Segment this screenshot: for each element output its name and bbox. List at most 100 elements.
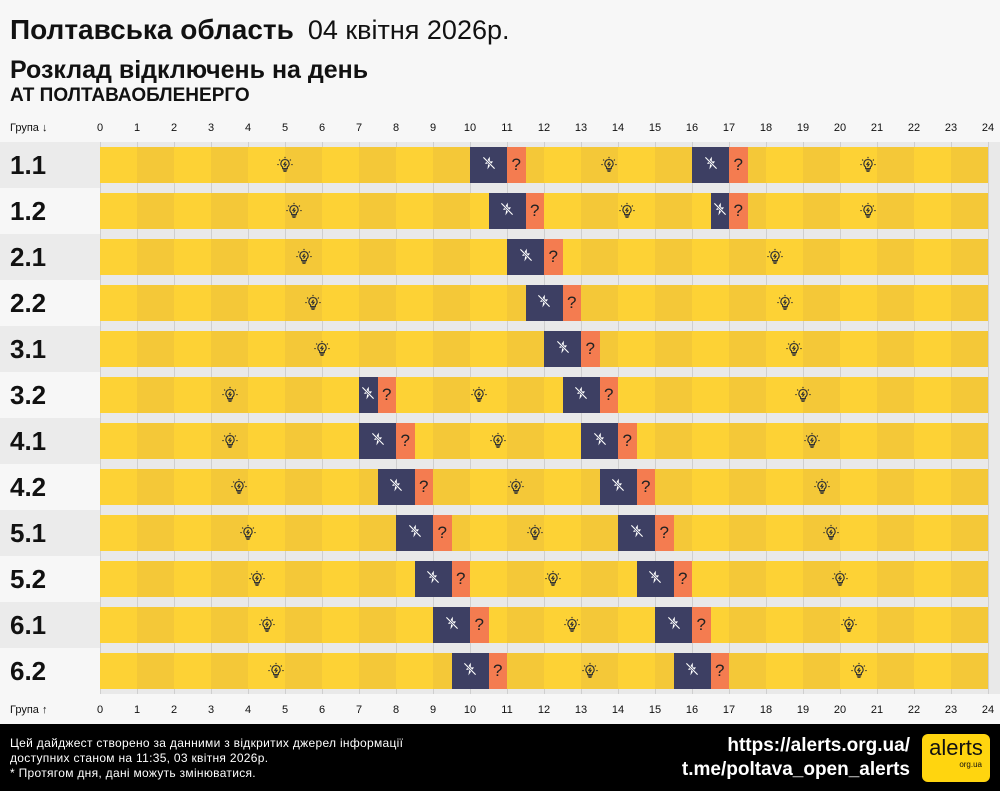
- possible-outage-block[interactable]: ?: [729, 147, 748, 183]
- outage-block[interactable]: [710, 193, 729, 229]
- hour-on-segment: [470, 423, 507, 459]
- hour-on-segment: [248, 561, 285, 597]
- lightbulb-icon: [581, 662, 599, 680]
- power-off-icon: [388, 477, 404, 498]
- hour-on-segment: [322, 515, 359, 551]
- hour-on-segment: [285, 607, 322, 643]
- hour-gridline: [988, 188, 989, 234]
- hour-on-segment: [285, 147, 322, 183]
- hour-on-segment: [655, 423, 692, 459]
- possible-outage-block[interactable]: ?: [618, 423, 637, 459]
- group-sort-label-bottom[interactable]: Група ↑: [10, 704, 48, 716]
- hour-on-segment: [877, 423, 914, 459]
- group-sort-label[interactable]: Група ↓: [10, 122, 48, 134]
- hour-on-segment: [507, 331, 544, 367]
- outage-block[interactable]: [581, 423, 618, 459]
- group-label: 6.2: [0, 648, 100, 694]
- outage-block[interactable]: [359, 423, 396, 459]
- hour-on-segment: [470, 469, 507, 505]
- outage-block[interactable]: [562, 377, 600, 413]
- outage-block[interactable]: [673, 653, 711, 689]
- hour-on-segment: [174, 469, 211, 505]
- hour-on-segment: [914, 377, 951, 413]
- hour-on-segment: [211, 331, 248, 367]
- possible-outage-block[interactable]: ?: [729, 193, 748, 229]
- hour-on-segment: [100, 285, 137, 321]
- hour-on-segment: [840, 423, 877, 459]
- hour-on-segment: [581, 147, 618, 183]
- outage-block[interactable]: [377, 469, 415, 505]
- possible-outage-block[interactable]: ?: [377, 377, 396, 413]
- hour-on-segment: [655, 147, 692, 183]
- alerts-logo[interactable]: alerts org.ua: [922, 734, 990, 782]
- outage-block[interactable]: [470, 147, 507, 183]
- possible-outage-block[interactable]: ?: [562, 285, 581, 321]
- lightbulb-icon: [544, 570, 562, 588]
- outage-block[interactable]: [359, 377, 378, 413]
- hour-on-segment: [248, 653, 285, 689]
- site-link[interactable]: https://alerts.org.ua/: [727, 735, 910, 756]
- hour-on-segment: [544, 561, 581, 597]
- lightbulb-icon: [221, 432, 239, 450]
- outage-block[interactable]: [488, 193, 526, 229]
- possible-outage-block[interactable]: ?: [581, 331, 600, 367]
- hour-on-segment: [581, 515, 618, 551]
- possible-outage-block[interactable]: ?: [525, 193, 544, 229]
- possible-outage-block[interactable]: ?: [599, 377, 618, 413]
- outage-block[interactable]: [451, 653, 489, 689]
- outage-block[interactable]: [636, 561, 674, 597]
- hour-on-segment: [766, 423, 803, 459]
- hour-on-segment: [877, 653, 914, 689]
- possible-outage-block[interactable]: ?: [673, 561, 692, 597]
- possible-outage-block[interactable]: ?: [414, 469, 433, 505]
- hour-tick-label: 18: [759, 704, 773, 716]
- hour-on-segment: [581, 561, 618, 597]
- hour-on-segment: [137, 515, 174, 551]
- hour-on-segment: [100, 653, 137, 689]
- group-row: 3.2??: [0, 372, 1000, 418]
- possible-outage-block[interactable]: ?: [507, 147, 526, 183]
- outage-block[interactable]: [544, 331, 581, 367]
- hour-on-segment: [433, 469, 470, 505]
- outage-block[interactable]: [507, 239, 544, 275]
- outage-block[interactable]: [414, 561, 452, 597]
- possible-outage-block[interactable]: ?: [655, 515, 674, 551]
- hour-on-segment: [396, 285, 433, 321]
- hour-on-segment: [433, 193, 470, 229]
- telegram-link[interactable]: t.me/poltava_open_alerts: [681, 759, 910, 780]
- outage-block[interactable]: [655, 607, 692, 643]
- outage-block[interactable]: [599, 469, 637, 505]
- possible-outage-block[interactable]: ?: [692, 607, 711, 643]
- hour-on-segment: [803, 147, 840, 183]
- schedule-bar: ??: [100, 469, 988, 505]
- hour-on-segment: [322, 561, 359, 597]
- outage-block[interactable]: [692, 147, 729, 183]
- hour-on-segment: [396, 147, 433, 183]
- lightbulb-icon: [489, 432, 507, 450]
- outage-block[interactable]: [396, 515, 433, 551]
- possible-outage-block[interactable]: ?: [451, 561, 470, 597]
- possible-outage-block[interactable]: ?: [433, 515, 452, 551]
- hour-on-segment: [840, 515, 877, 551]
- hour-on-segment: [211, 515, 248, 551]
- possible-outage-block[interactable]: ?: [470, 607, 489, 643]
- group-label: 3.1: [0, 326, 100, 372]
- hour-on-segment: [692, 423, 729, 459]
- hour-on-segment: [137, 423, 174, 459]
- possible-outage-block[interactable]: ?: [636, 469, 655, 505]
- possible-outage-block[interactable]: ?: [396, 423, 415, 459]
- schedule-bar: ??: [100, 423, 988, 459]
- possible-outage-block[interactable]: ?: [710, 653, 729, 689]
- possible-outage-block[interactable]: ?: [488, 653, 507, 689]
- power-off-icon: [518, 247, 534, 268]
- hour-on-segment: [174, 561, 211, 597]
- possible-outage-block[interactable]: ?: [544, 239, 563, 275]
- hour-tick-label: 22: [907, 122, 921, 134]
- outage-block[interactable]: [433, 607, 470, 643]
- group-row: 4.2??: [0, 464, 1000, 510]
- power-off-icon: [592, 431, 608, 452]
- outage-block[interactable]: [525, 285, 563, 321]
- outage-block[interactable]: [618, 515, 655, 551]
- question-mark: ?: [419, 477, 429, 496]
- hour-on-segment: [544, 515, 581, 551]
